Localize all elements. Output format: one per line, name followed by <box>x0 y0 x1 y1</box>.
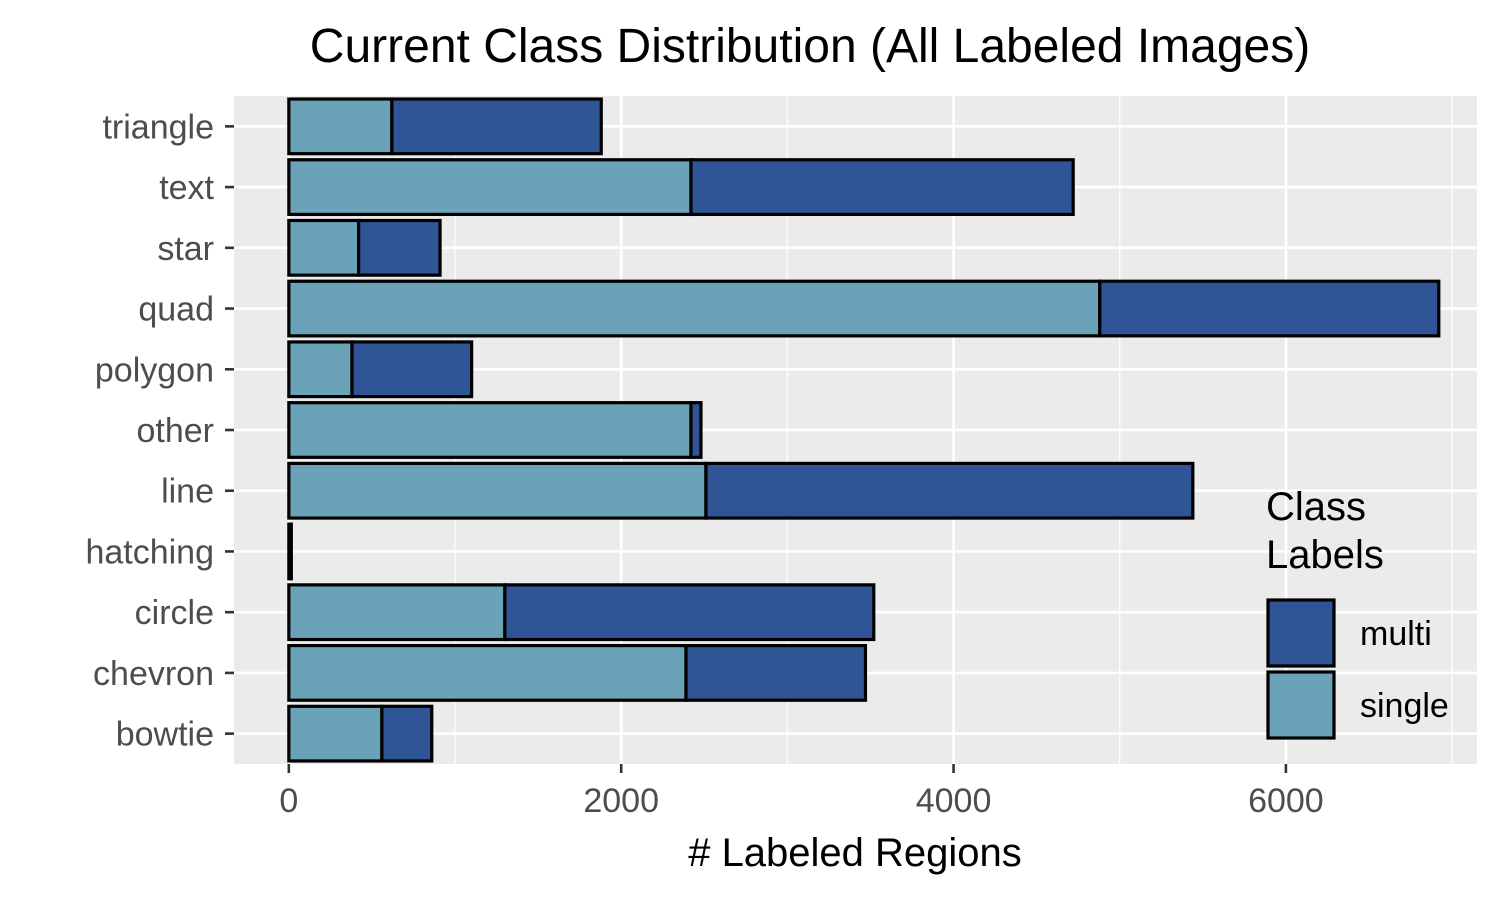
y-tick-label-triangle: triangle <box>102 108 214 146</box>
bar-other-multi <box>689 401 703 459</box>
bar-chevron-single <box>287 643 688 702</box>
x-tick-label-0: 0 <box>279 782 298 820</box>
bar-bowtie-multi <box>380 704 434 763</box>
bar-line-multi <box>704 461 1195 520</box>
x-axis: 0 2000 4000 6000 <box>279 764 1324 820</box>
x-axis-title: # Labeled Regions <box>688 831 1022 875</box>
bar-text-single <box>287 158 693 217</box>
bar-quad-multi <box>1098 279 1441 338</box>
x-tick-label-2000: 2000 <box>583 782 659 820</box>
legend-label-single: single <box>1360 687 1449 725</box>
y-tick-label-circle: circle <box>135 594 214 632</box>
bar-other-single <box>287 401 693 459</box>
legend-key-single <box>1266 670 1336 740</box>
bar-circle-multi <box>503 583 876 642</box>
bar-triangle-single <box>287 97 394 156</box>
bar-bowtie-single <box>287 704 384 763</box>
y-tick-label-line: line <box>161 473 214 511</box>
legend-title: Class Labels <box>1266 485 1384 577</box>
legend: Class Labels multi single <box>1266 485 1449 740</box>
y-tick-label-other: other <box>137 412 215 450</box>
y-axis: triangle text star quad polygon other line hatc… <box>85 108 234 754</box>
chart-title: Current Class Distribution (All Labeled … <box>310 20 1310 73</box>
bar-hatching-multi <box>288 522 293 581</box>
bar-line-single <box>287 461 708 520</box>
y-tick-label-polygon: polygon <box>95 351 214 389</box>
y-tick-label-quad: quad <box>138 291 214 329</box>
legend-items: multi single <box>1266 598 1449 740</box>
legend-label-multi: multi <box>1360 615 1432 653</box>
legend-title-line-2: Labels <box>1266 533 1384 577</box>
bar-star-multi <box>357 218 442 277</box>
bar-quad-single <box>287 279 1102 338</box>
y-tick-label-text: text <box>159 169 214 207</box>
bars <box>287 97 1441 763</box>
legend-key-multi <box>1266 598 1336 668</box>
bar-triangle-multi <box>390 97 603 156</box>
x-tick-label-4000: 4000 <box>916 782 992 820</box>
y-tick-label-star: star <box>157 230 214 268</box>
y-tick-label-bowtie: bowtie <box>116 716 214 754</box>
bar-star-single <box>287 218 361 277</box>
legend-title-line-1: Class <box>1266 485 1366 529</box>
y-tick-label-hatching: hatching <box>85 533 214 571</box>
bar-chevron-multi <box>684 643 868 702</box>
x-tick-label-6000: 6000 <box>1248 782 1324 820</box>
bar-text-multi <box>689 158 1075 217</box>
y-tick-label-chevron: chevron <box>93 655 214 693</box>
bar-circle-single <box>287 583 507 642</box>
bar-polygon-single <box>287 340 354 399</box>
bar-polygon-multi <box>350 340 474 399</box>
